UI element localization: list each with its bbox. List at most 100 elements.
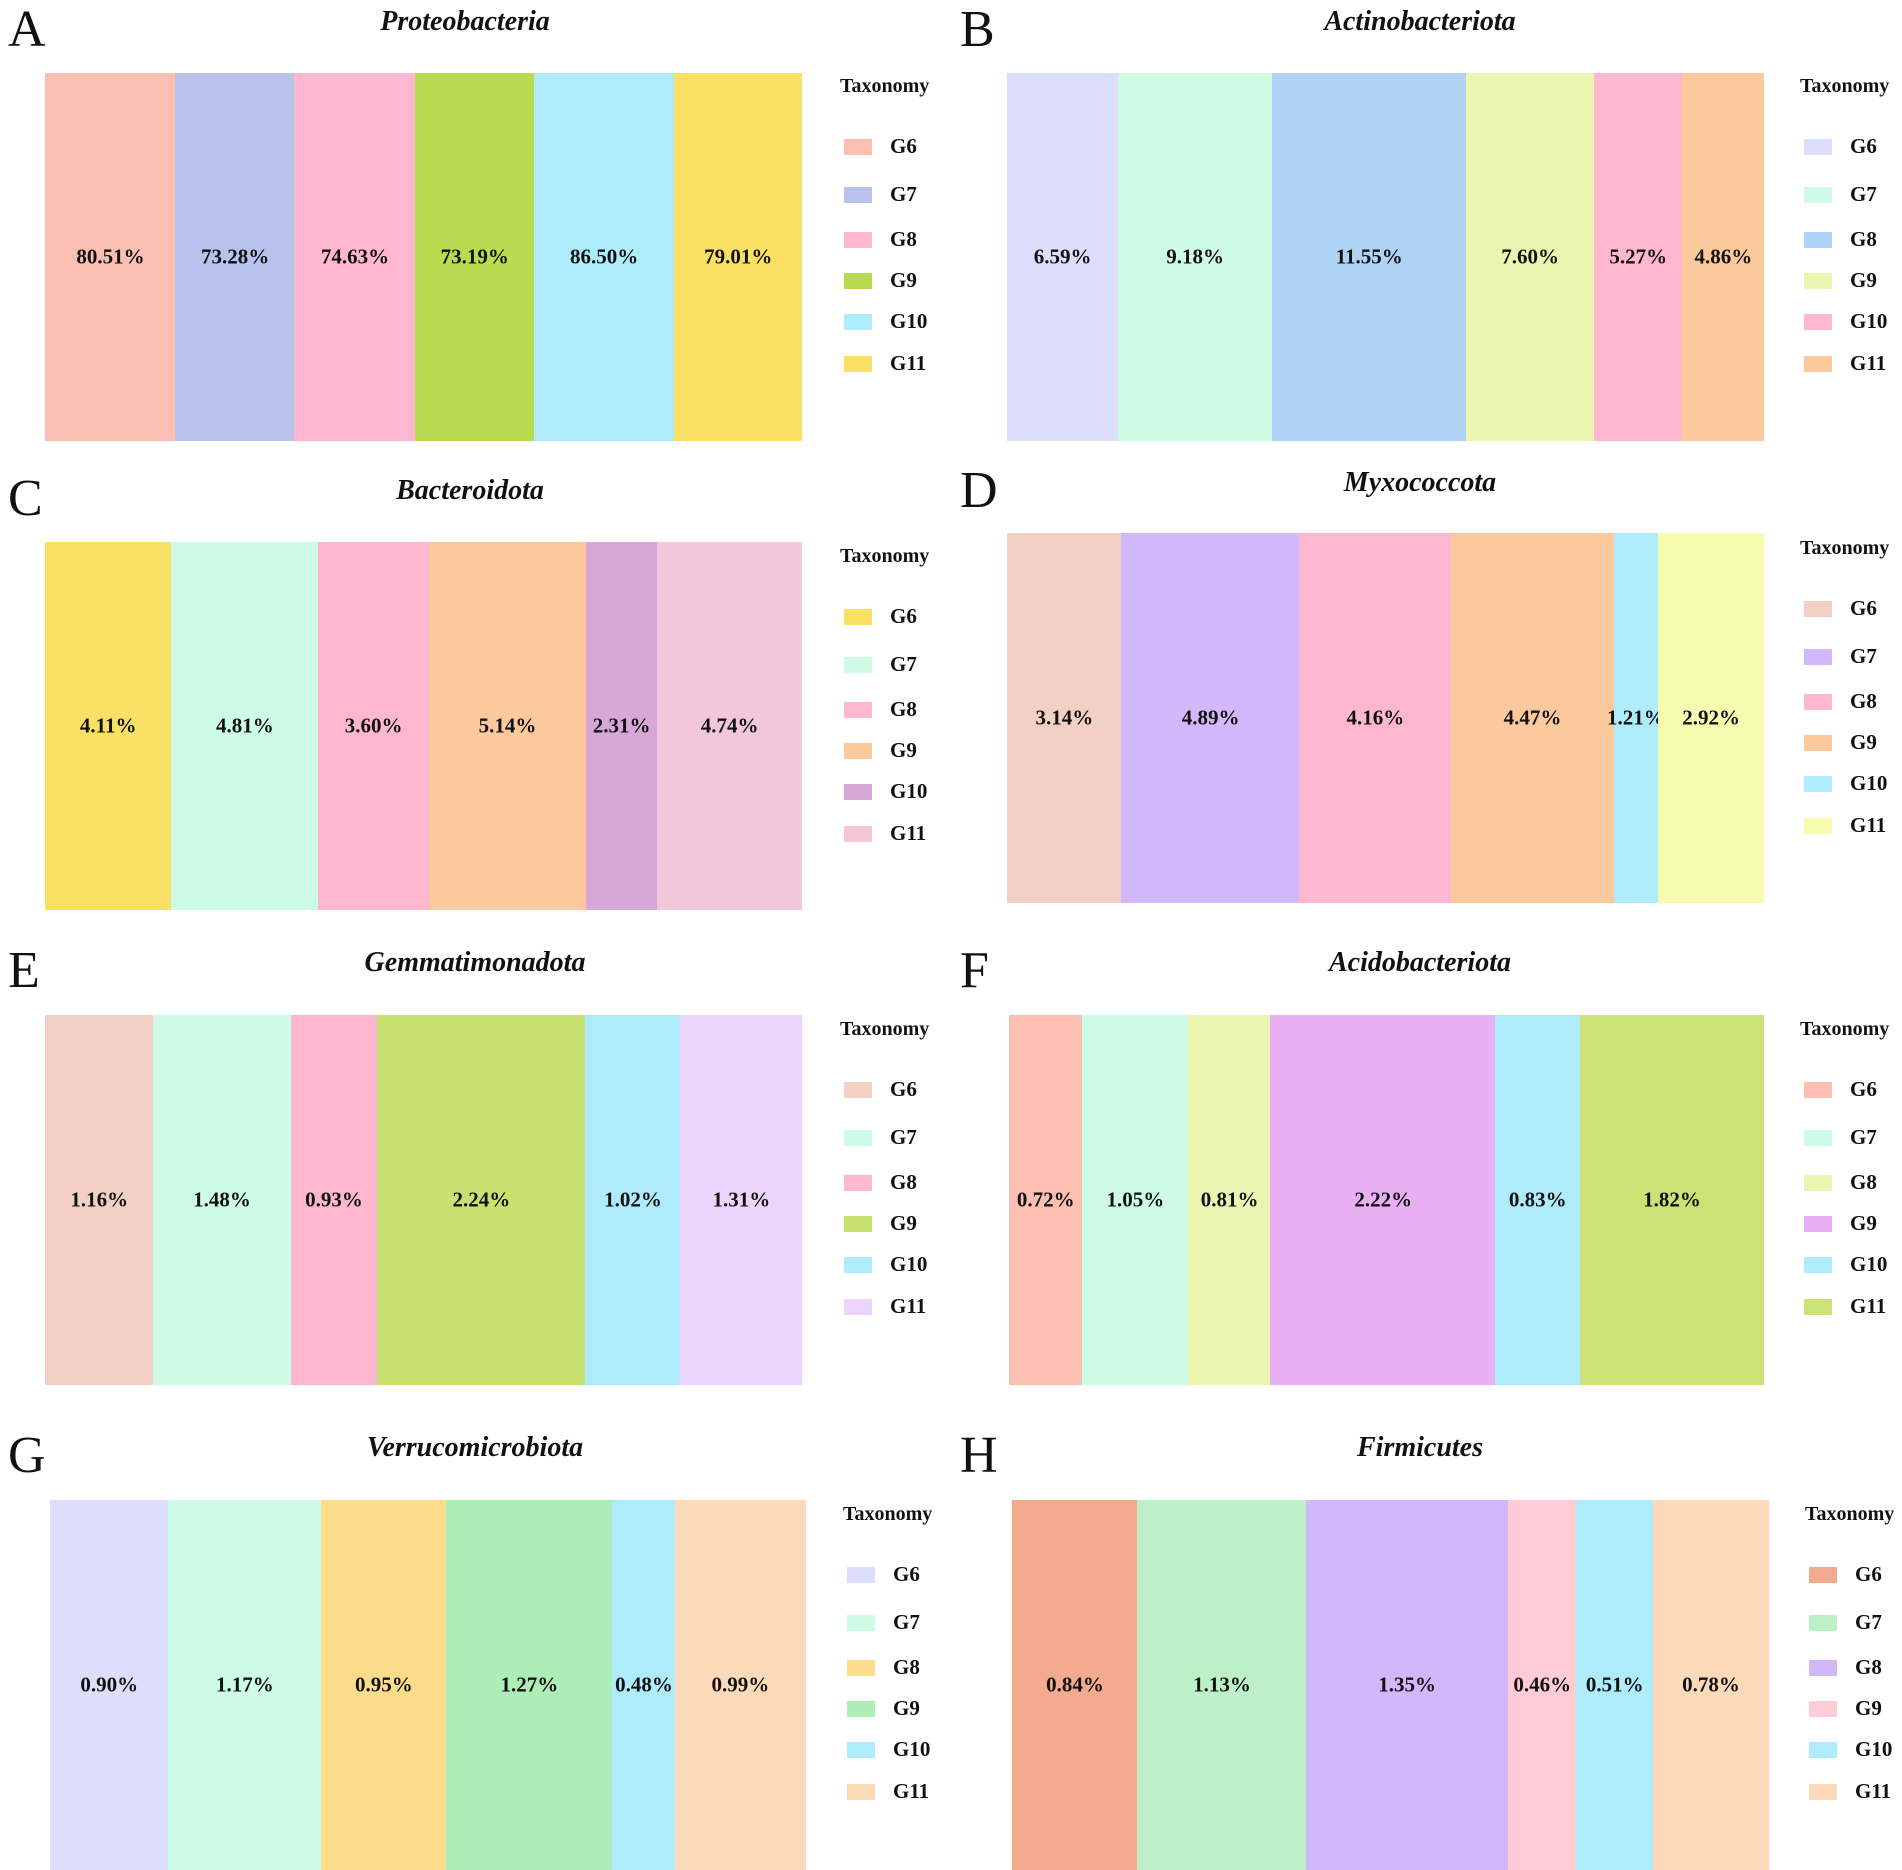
legend-swatch <box>844 187 872 203</box>
legend-label: G8 <box>890 697 917 721</box>
data-label: 0.46% <box>1513 1672 1572 1697</box>
bar-segment-g6: 0.90% <box>50 1500 169 1870</box>
legend-label: G9 <box>1850 1211 1877 1235</box>
data-label: 4.81% <box>215 713 274 738</box>
legend-label: G11 <box>1850 1294 1887 1318</box>
legend-label: G6 <box>1850 1077 1877 1101</box>
legend-label: G10 <box>893 1737 931 1761</box>
legend-label: G8 <box>1850 689 1877 713</box>
legend-swatch <box>844 314 872 330</box>
data-label: 1.82% <box>1643 1187 1701 1212</box>
bar-segment-g8: 0.95% <box>321 1500 447 1870</box>
chart-title: Verrucomicrobiota <box>366 1432 584 1463</box>
bar-segment-g7: 9.18% <box>1117 73 1273 441</box>
bar-segment-g10: 0.48% <box>612 1500 676 1870</box>
data-label: 0.83% <box>1508 1187 1567 1212</box>
legend-swatch <box>847 1660 875 1676</box>
legend-title: Taxonomy <box>840 1018 930 1040</box>
bar-segment-g8: 0.93% <box>290 1015 378 1385</box>
data-label: 1.21% <box>1607 705 1665 730</box>
bar-segment-g10: 0.83% <box>1495 1015 1581 1385</box>
legend-label: G11 <box>890 821 927 845</box>
bar-segment-g11: 4.74% <box>656 542 803 910</box>
legend-label: G11 <box>1850 351 1887 375</box>
legend-swatch <box>847 1567 875 1583</box>
legend-swatch <box>1804 1299 1832 1315</box>
data-label: 1.05% <box>1106 1187 1165 1212</box>
stacked-bar: 1.16% 1.48% 0.93% 2.24% 1.02% 1.31% <box>45 1015 803 1385</box>
data-label: 79.01% <box>704 244 773 269</box>
legend-swatch <box>1804 1216 1832 1232</box>
panel-letter: A <box>8 1 46 58</box>
legend-swatch <box>847 1615 875 1631</box>
legend-title: Taxonomy <box>1805 1503 1895 1525</box>
legend-swatch <box>844 1082 872 1098</box>
legend-swatch <box>844 609 872 625</box>
bar-segment-g9: 73.19% <box>415 73 535 441</box>
bar-segment-g6: 80.51% <box>45 73 176 441</box>
data-label: 1.31% <box>712 1187 771 1212</box>
data-label: 74.63% <box>320 244 390 269</box>
data-label: 0.72% <box>1016 1187 1075 1212</box>
legend-label: G7 <box>1850 182 1877 206</box>
legend-label: G11 <box>893 1779 930 1803</box>
legend-label: G11 <box>1850 813 1887 837</box>
panel-letter: C <box>8 470 43 527</box>
bar-segment-g11: 1.31% <box>680 1015 803 1385</box>
data-label: 11.55% <box>1335 244 1403 269</box>
legend-label: G9 <box>890 268 917 292</box>
legend-label: G9 <box>1855 1696 1882 1720</box>
data-label: 0.84% <box>1046 1672 1104 1697</box>
data-label: 73.28% <box>200 244 270 269</box>
bar-segment-g10: 5.27% <box>1593 73 1683 441</box>
legend-swatch <box>1804 1082 1832 1098</box>
data-label: 4.47% <box>1503 705 1562 730</box>
legend-swatch <box>1809 1615 1837 1631</box>
legend-title: Taxonomy <box>843 1503 933 1525</box>
legend-label: G8 <box>893 1655 920 1679</box>
data-label: 7.60% <box>1501 244 1560 269</box>
bar-segment-g7: 4.89% <box>1121 533 1300 903</box>
legend-label: G9 <box>890 1211 917 1235</box>
bar-segment-g10: 2.31% <box>586 542 658 910</box>
legend-label: G10 <box>1850 1252 1888 1276</box>
legend-swatch <box>847 1701 875 1717</box>
legend-swatch <box>844 1216 872 1232</box>
data-label: 5.14% <box>478 713 537 738</box>
data-label: 2.22% <box>1354 1187 1413 1212</box>
bar-segment-g9: 2.24% <box>377 1015 586 1385</box>
legend-label: G10 <box>1850 309 1888 333</box>
legend-swatch <box>1804 232 1832 248</box>
data-label: 0.99% <box>711 1672 770 1697</box>
legend-swatch <box>1804 649 1832 665</box>
data-label: 73.19% <box>440 244 509 269</box>
data-label: 1.16% <box>70 1187 129 1212</box>
legend-swatch <box>844 232 872 248</box>
legend-swatch <box>1804 776 1832 792</box>
legend-swatch <box>1804 735 1832 751</box>
legend-swatch <box>1804 139 1832 155</box>
data-label: 2.24% <box>452 1187 511 1212</box>
data-label: 0.93% <box>305 1187 363 1212</box>
stacked-bar: 0.72% 1.05% 0.81% 2.22% 0.83% 1.82% <box>1009 1015 1765 1385</box>
bar-segment-g10: 86.50% <box>533 73 675 441</box>
panel-letter: B <box>960 1 995 58</box>
data-label: 2.31% <box>592 713 651 738</box>
bar-segment-g6: 1.16% <box>45 1015 154 1385</box>
legend-label: G10 <box>890 779 928 803</box>
bar-segment-g11: 1.82% <box>1579 1015 1765 1385</box>
legend-label: G8 <box>1855 1655 1882 1679</box>
bar-segment-g8: 74.63% <box>294 73 416 441</box>
panel-letter: E <box>8 942 40 999</box>
legend-swatch <box>1809 1701 1837 1717</box>
data-label: 4.89% <box>1181 705 1240 730</box>
legend-title: Taxonomy <box>1800 1018 1890 1040</box>
legend-title: Taxonomy <box>840 545 930 567</box>
data-label: 4.86% <box>1694 244 1753 269</box>
bar-segment-g11: 79.01% <box>673 73 803 441</box>
legend-label: G7 <box>1850 644 1877 668</box>
data-label: 3.60% <box>344 713 403 738</box>
chart-title: Acidobacteriota <box>1329 947 1511 978</box>
legend-swatch <box>847 1742 875 1758</box>
chart-title: Gemmatimonadota <box>364 947 586 978</box>
